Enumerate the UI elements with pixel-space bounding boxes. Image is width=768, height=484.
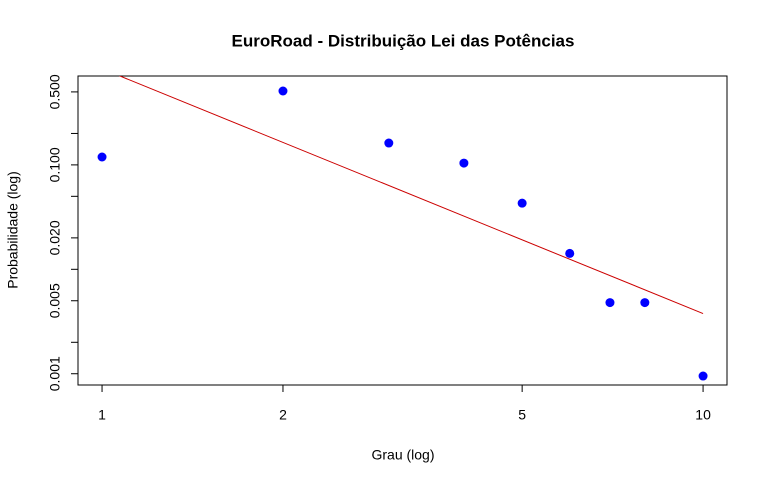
fit-line (118, 76, 704, 315)
point (517, 198, 527, 208)
point (384, 138, 394, 148)
point (565, 248, 575, 258)
x-tick-label: 10 (695, 407, 711, 423)
chart-title: EuroRoad - Distribuição Lei das Potência… (232, 31, 575, 50)
point (278, 86, 288, 96)
point (97, 152, 107, 162)
x-tick-label: 1 (98, 407, 106, 423)
y-tick-label: 0.100 (47, 147, 63, 182)
plot-frame (77, 75, 728, 386)
y-tick-label: 0.001 (47, 356, 63, 391)
point (459, 158, 469, 168)
y-tick-label: 0.500 (47, 74, 63, 109)
point (640, 298, 650, 308)
y-tick-label: 0.020 (47, 220, 63, 255)
x-tick-label: 2 (279, 407, 287, 423)
x-tick-label: 5 (518, 407, 526, 423)
point (605, 298, 615, 308)
x-axis-label: Grau (log) (371, 447, 434, 463)
point (698, 371, 708, 381)
y-tick-label: 0.005 (47, 283, 63, 318)
y-axis-label: Probabilidade (log) (5, 171, 21, 289)
